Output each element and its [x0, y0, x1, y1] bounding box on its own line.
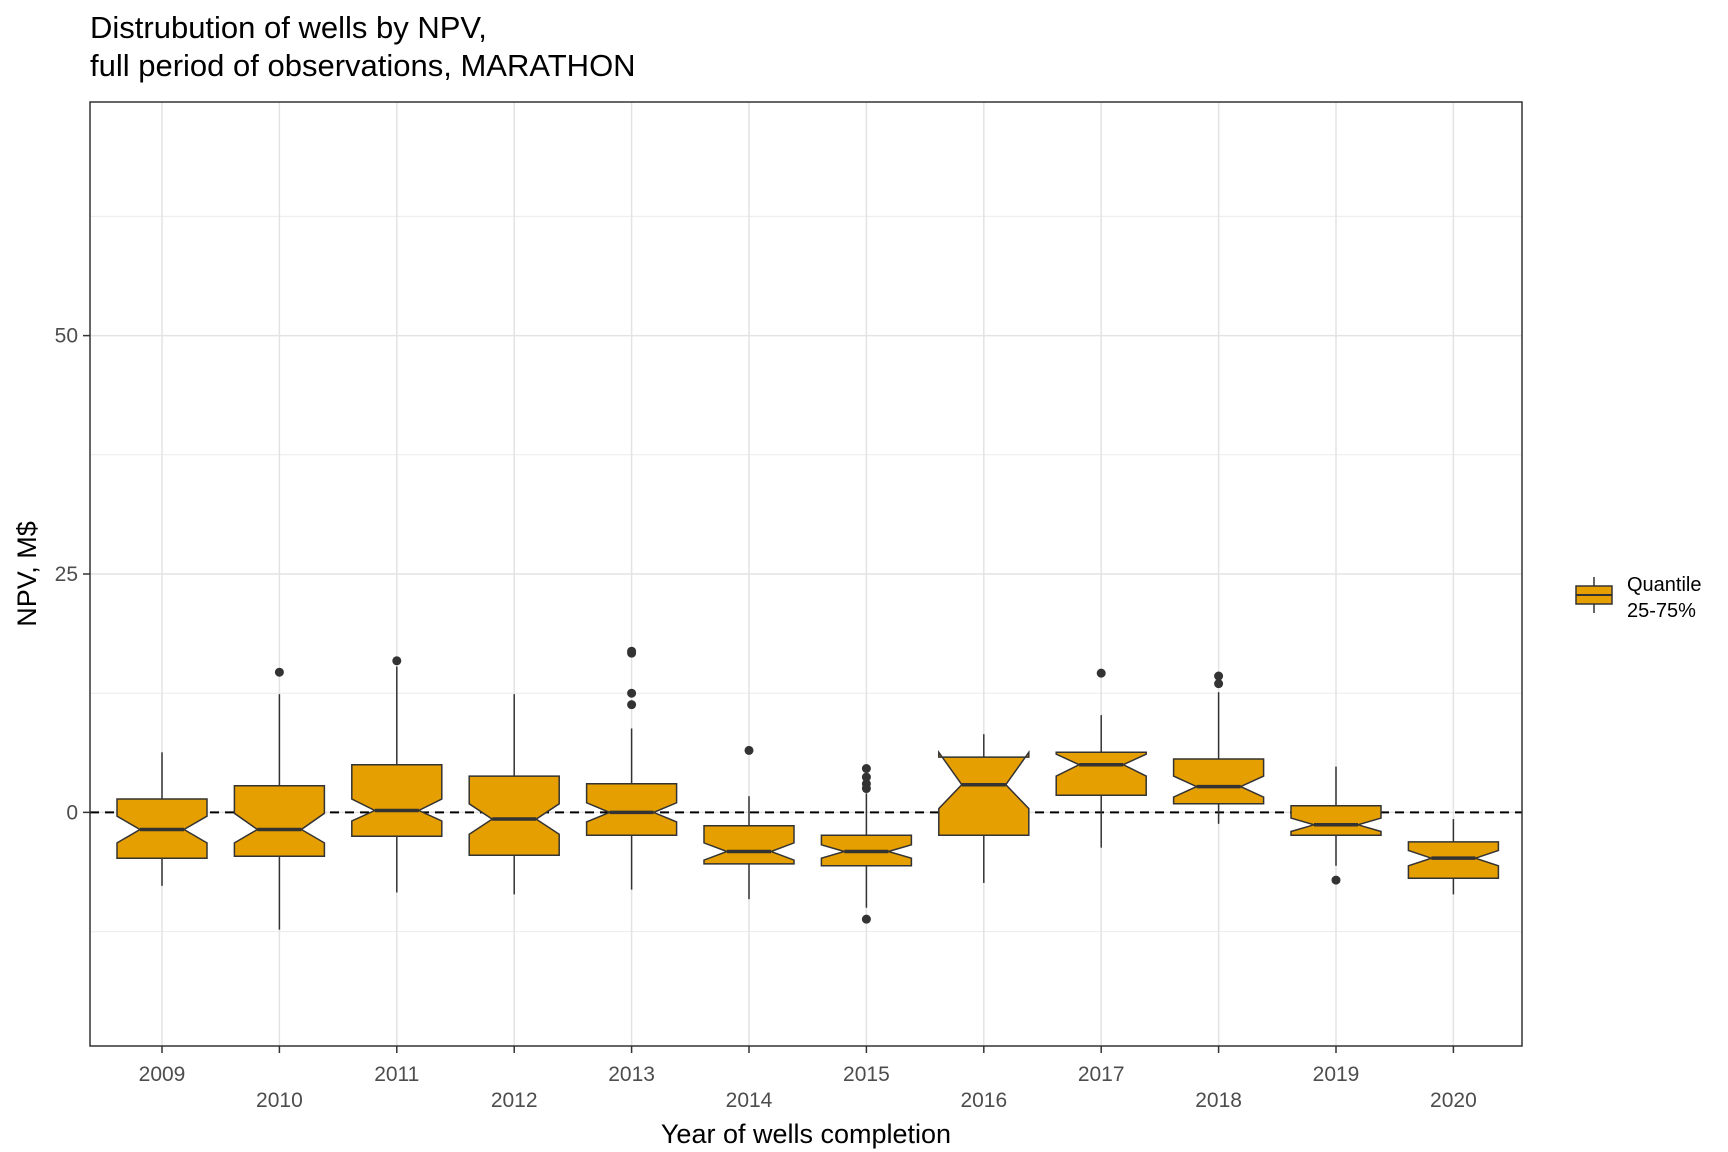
axes-layer: 0 25 50 2009 2010 2011 2012 2013 2014 2015 2016 201… — [55, 325, 1477, 1112]
outlier-point — [861, 779, 871, 789]
box-2013 — [585, 646, 678, 890]
outlier-point — [627, 646, 637, 656]
outlier-point — [627, 700, 637, 710]
outlier-point — [744, 745, 754, 755]
outlier-point — [1096, 668, 1106, 678]
x-tick-label: 2011 — [374, 1063, 419, 1086]
legend-label-line1: Quantile — [1627, 574, 1702, 596]
y-axis-label: NPV, M$ — [12, 521, 42, 627]
box-body — [938, 749, 1030, 837]
x-axis-label: Year of wells completion — [661, 1119, 951, 1149]
chart-subtitle: full period of observations, MARATHON — [90, 48, 636, 83]
box-2015 — [820, 764, 913, 924]
outlier-point — [861, 764, 871, 774]
grid-lines — [90, 102, 1522, 1046]
x-tick-label: 2016 — [960, 1089, 1007, 1112]
box-2019 — [1290, 766, 1382, 885]
outlier-point — [1214, 671, 1224, 681]
box-2014 — [703, 745, 795, 900]
x-tick-label: 2014 — [726, 1089, 773, 1112]
box-2010 — [233, 667, 326, 930]
x-tick-label: 2009 — [139, 1063, 186, 1086]
box-body — [351, 763, 443, 837]
box-body — [1172, 758, 1265, 805]
y-tick-label: 25 — [55, 563, 78, 586]
x-tick-label: 2015 — [843, 1063, 890, 1086]
y-tick-label: 50 — [55, 325, 78, 348]
x-tick-label: 2020 — [1430, 1089, 1477, 1112]
x-tick-label: 2019 — [1313, 1063, 1360, 1086]
outlier-point — [627, 688, 637, 698]
x-tick-label: 2010 — [256, 1089, 303, 1112]
x-tick-label: 2017 — [1078, 1063, 1125, 1086]
outlier-point — [274, 667, 284, 677]
box-body — [703, 824, 795, 865]
box-body — [1055, 751, 1147, 796]
box-body — [1407, 841, 1500, 879]
y-tick-label: 0 — [66, 801, 78, 824]
boxes-layer — [116, 646, 1500, 930]
x-tick-label: 2018 — [1195, 1089, 1242, 1112]
box-2011 — [351, 656, 443, 893]
outlier-point — [861, 772, 871, 782]
outlier-point — [861, 914, 871, 924]
box-2009 — [116, 752, 208, 886]
outlier-point — [1331, 875, 1341, 885]
outlier-point — [1214, 679, 1224, 689]
box-body — [585, 783, 678, 837]
x-tick-label: 2012 — [491, 1089, 538, 1112]
box-body — [1290, 804, 1382, 837]
outlier-point — [392, 656, 402, 666]
x-tick-label: 2013 — [608, 1063, 655, 1086]
box-body — [468, 775, 560, 857]
box-2017 — [1055, 668, 1147, 848]
chart-title: Distrubution of wells by NPV, — [90, 10, 487, 45]
legend: Quantile 25-75% — [1575, 574, 1702, 622]
legend-label-line2: 25-75% — [1627, 600, 1696, 622]
box-2020 — [1407, 819, 1500, 895]
box-2012 — [468, 694, 560, 895]
box-2018 — [1172, 671, 1265, 824]
box-body — [233, 784, 326, 857]
box-2016 — [938, 734, 1030, 883]
